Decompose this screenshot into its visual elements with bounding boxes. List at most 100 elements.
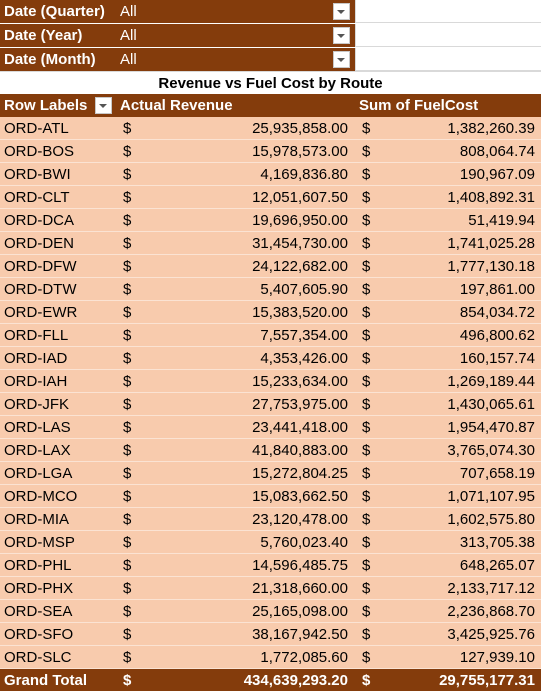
table-row[interactable]: ORD-DFW $24,122,682.00 $1,777,130.18 [0, 255, 541, 278]
table-row[interactable]: ORD-BOS $15,978,573.00 $808,064.74 [0, 140, 541, 163]
table-row[interactable]: ORD-EWR $15,383,520.00 $854,034.72 [0, 301, 541, 324]
filter-value[interactable]: All [120, 3, 137, 20]
currency-symbol: $ [362, 419, 371, 436]
route-label[interactable]: ORD-LAS [4, 419, 71, 436]
filter-date-month: Date (Month) All [0, 48, 541, 71]
currency-symbol: $ [362, 235, 371, 252]
table-row[interactable]: ORD-SFO $38,167,942.50 $3,425,925.76 [0, 623, 541, 646]
route-label[interactable]: ORD-LGA [4, 465, 73, 482]
route-label[interactable]: ORD-SLC [4, 649, 72, 666]
currency-symbol: $ [362, 580, 371, 597]
table-row[interactable]: ORD-MCO $15,083,662.50 $1,071,107.95 [0, 485, 541, 508]
route-label[interactable]: ORD-MCO [4, 488, 78, 505]
report-filters: Date (Quarter) All Date (Year) All Date … [0, 0, 541, 71]
table-row[interactable]: ORD-PHX $21,318,660.00 $2,133,717.12 [0, 577, 541, 600]
empty-cell [355, 48, 541, 71]
row-labels-header[interactable]: Row Labels [4, 97, 88, 114]
route-label[interactable]: ORD-MIA [4, 511, 69, 528]
filter-date-quarter: Date (Quarter) All [0, 0, 541, 23]
row-labels-filter-button[interactable] [95, 97, 112, 114]
table-row[interactable]: ORD-LGA $15,272,804.25 $707,658.19 [0, 462, 541, 485]
route-label[interactable]: ORD-DEN [4, 235, 74, 252]
route-label[interactable]: ORD-MSP [4, 534, 75, 551]
route-label[interactable]: ORD-PHX [4, 580, 74, 597]
route-label[interactable]: ORD-IAH [4, 373, 68, 390]
table-row[interactable]: ORD-ATL $25,935,858.00 $1,382,260.39 [0, 117, 541, 140]
route-label[interactable]: ORD-CLT [4, 189, 70, 206]
route-label[interactable]: ORD-PHL [4, 557, 72, 574]
actual-revenue-value: 27,753,975.00 [252, 396, 348, 413]
filter-dropdown-button[interactable] [333, 3, 350, 20]
table-row[interactable]: ORD-BWI $4,169,836.80 $190,967.09 [0, 163, 541, 186]
currency-symbol: $ [123, 396, 132, 413]
currency-symbol: $ [123, 626, 132, 643]
filter-dropdown-button[interactable] [333, 27, 350, 44]
route-label[interactable]: ORD-SEA [4, 603, 73, 620]
table-row[interactable]: ORD-LAS $23,441,418.00 $1,954,470.87 [0, 416, 541, 439]
route-label[interactable]: ORD-DTW [4, 281, 77, 298]
actual-revenue-value: 15,083,662.50 [252, 488, 348, 505]
actual-revenue-value: 23,441,418.00 [252, 419, 348, 436]
route-label[interactable]: ORD-IAD [4, 350, 68, 367]
route-label[interactable]: ORD-BOS [4, 143, 75, 160]
actual-revenue-header[interactable]: Actual Revenue [120, 97, 233, 114]
currency-symbol: $ [123, 350, 132, 367]
table-row[interactable]: ORD-MIA $23,120,478.00 $1,602,575.80 [0, 508, 541, 531]
route-label[interactable]: ORD-BWI [4, 166, 71, 183]
route-label[interactable]: ORD-LAX [4, 442, 71, 459]
table-row[interactable]: ORD-FLL $7,557,354.00 $496,800.62 [0, 324, 541, 347]
currency-symbol: $ [123, 373, 132, 390]
route-label[interactable]: ORD-FLL [4, 327, 69, 344]
route-label[interactable]: ORD-DFW [4, 258, 77, 275]
route-label[interactable]: ORD-EWR [4, 304, 78, 321]
actual-revenue-value: 25,935,858.00 [252, 120, 348, 137]
currency-symbol: $ [123, 327, 132, 344]
fuel-cost-value: 197,861.00 [459, 281, 535, 298]
route-label[interactable]: ORD-ATL [4, 120, 69, 137]
fuel-cost-value: 1,071,107.95 [447, 488, 535, 505]
table-row[interactable]: ORD-CLT $12,051,607.50 $1,408,892.31 [0, 186, 541, 209]
currency-symbol: $ [123, 235, 132, 252]
currency-symbol: $ [123, 281, 132, 298]
currency-symbol: $ [123, 166, 132, 183]
currency-symbol: $ [362, 442, 371, 459]
table-row[interactable]: ORD-MSP $5,760,023.40 $313,705.38 [0, 531, 541, 554]
grand-total-revenue: 434,639,293.20 [243, 672, 348, 689]
actual-revenue-value: 4,353,426.00 [260, 350, 348, 367]
currency-symbol: $ [362, 166, 371, 183]
actual-revenue-value: 38,167,942.50 [252, 626, 348, 643]
filter-dropdown-button[interactable] [333, 51, 350, 68]
table-row[interactable]: ORD-SLC $1,772,085.60 $127,939.10 [0, 646, 541, 669]
route-label[interactable]: ORD-DCA [4, 212, 74, 229]
fuel-cost-value: 1,741,025.28 [447, 235, 535, 252]
route-label[interactable]: ORD-SFO [4, 626, 74, 643]
table-row[interactable]: ORD-IAH $15,233,634.00 $1,269,189.44 [0, 370, 541, 393]
currency-symbol: $ [123, 419, 132, 436]
fuel-cost-value: 3,765,074.30 [447, 442, 535, 459]
filter-date-year: Date (Year) All [0, 24, 541, 47]
filter-value[interactable]: All [120, 27, 137, 44]
fuel-cost-value: 51,419.94 [468, 212, 535, 229]
filter-value[interactable]: All [120, 51, 137, 68]
table-row[interactable]: ORD-LAX $41,840,883.00 $3,765,074.30 [0, 439, 541, 462]
table-row[interactable]: ORD-PHL $14,596,485.75 $648,265.07 [0, 554, 541, 577]
currency-symbol: $ [362, 189, 371, 206]
route-label[interactable]: ORD-JFK [4, 396, 69, 413]
table-row[interactable]: ORD-SEA $25,165,098.00 $2,236,868.70 [0, 600, 541, 623]
sum-fuel-cost-header[interactable]: Sum of FuelCost [359, 97, 479, 114]
fuel-cost-value: 496,800.62 [459, 327, 535, 344]
fuel-cost-value: 648,265.07 [459, 557, 535, 574]
currency-symbol: $ [362, 396, 371, 413]
currency-symbol: $ [123, 143, 132, 160]
currency-symbol: $ [123, 212, 132, 229]
table-row[interactable]: ORD-DEN $31,454,730.00 $1,741,025.28 [0, 232, 541, 255]
table-row[interactable]: ORD-IAD $4,353,426.00 $160,157.74 [0, 347, 541, 370]
grand-total-row[interactable]: Grand Total $ 434,639,293.20 $ 29,755,17… [0, 669, 541, 691]
table-row[interactable]: ORD-DCA $19,696,950.00 $51,419.94 [0, 209, 541, 232]
actual-revenue-value: 19,696,950.00 [252, 212, 348, 229]
table-row[interactable]: ORD-DTW $5,407,605.90 $197,861.00 [0, 278, 541, 301]
actual-revenue-value: 31,454,730.00 [252, 235, 348, 252]
table-row[interactable]: ORD-JFK $27,753,975.00 $1,430,065.61 [0, 393, 541, 416]
fuel-cost-value: 707,658.19 [459, 465, 535, 482]
actual-revenue-value: 23,120,478.00 [252, 511, 348, 528]
